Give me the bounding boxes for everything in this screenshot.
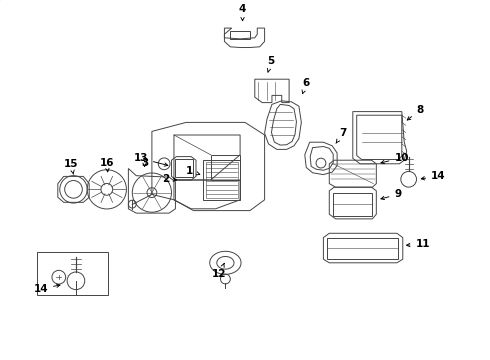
Text: 6: 6 [302,78,310,94]
Bar [203,160,240,200]
Text: 14: 14 [421,171,446,181]
Text: 14: 14 [33,284,60,294]
Text: 8: 8 [407,105,424,120]
Text: 5: 5 [268,56,274,72]
Text: 4: 4 [239,4,246,21]
Text: 11: 11 [407,239,430,249]
Bar [206,162,238,198]
Text: 7: 7 [336,128,347,143]
Text: 12: 12 [212,263,227,279]
Text: 16: 16 [99,158,114,172]
Text: 13: 13 [133,153,168,166]
Text: 9: 9 [381,189,402,199]
Text: 3: 3 [141,158,148,168]
Text: 10: 10 [381,153,409,164]
Text: 1: 1 [186,166,200,176]
Text: 15: 15 [64,159,78,174]
Text: 2: 2 [162,174,176,184]
